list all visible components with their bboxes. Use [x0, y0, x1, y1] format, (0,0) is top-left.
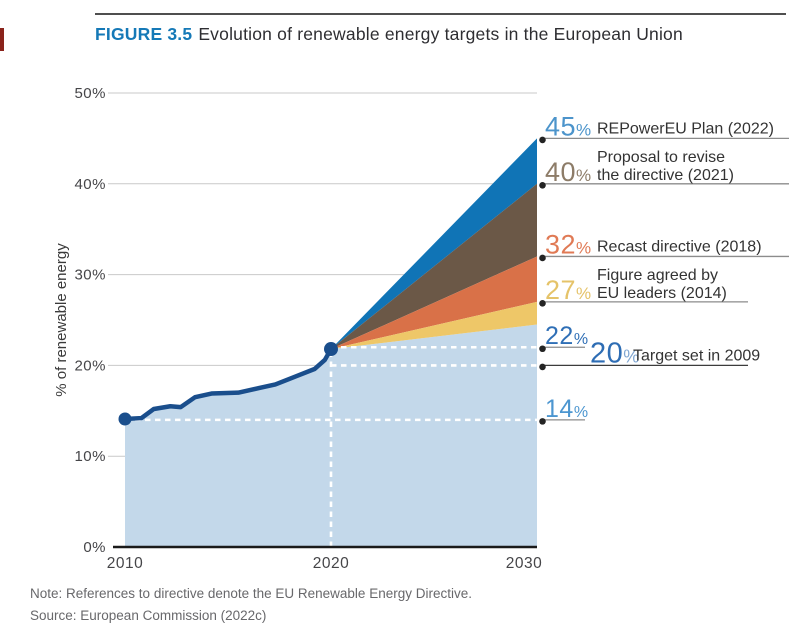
target-label-27-line2: EU leaders (2014) — [597, 285, 727, 302]
x-tick-2020: 2020 — [313, 555, 349, 572]
figure-title: Evolution of renewable energy targets in… — [198, 24, 683, 44]
target-label-40-line1: Proposal to revise — [597, 149, 725, 166]
target-value-14: 14% — [545, 395, 589, 423]
wedge-40 — [331, 183, 537, 350]
wedge-27 — [331, 301, 537, 350]
page-accent-mark — [0, 28, 4, 51]
figure-divider-rule — [95, 13, 786, 15]
target-value-45: 45% — [545, 111, 592, 141]
target-value-40: 40% — [545, 157, 592, 187]
target-label-45-line1: REPowerEU Plan (2022) — [597, 120, 774, 137]
figure-source: Source: European Commission (2022c) — [30, 607, 267, 623]
historical-end-dot — [324, 342, 338, 357]
target-dot-40 — [539, 182, 546, 189]
figure-notes: Note: References to directive denote the… — [30, 583, 472, 626]
figure-note: Note: References to directive denote the… — [30, 586, 472, 601]
y-tick-0: 0% — [83, 539, 106, 556]
target-dot-32 — [539, 254, 546, 262]
target-label-27-line1: Figure agreed by — [597, 267, 718, 284]
target-value-22: 22% — [545, 322, 589, 350]
target-label-40-line2: the directive (2021) — [597, 167, 734, 184]
target-dot-22 — [539, 345, 546, 353]
y-tick-10: 10% — [74, 448, 106, 465]
target-dot-45 — [539, 136, 546, 144]
y-tick-40: 40% — [74, 176, 106, 193]
y-axis-title: % of renewable energy — [53, 243, 70, 397]
y-tick-20: 20% — [74, 357, 106, 374]
target-dot-20 — [539, 363, 546, 371]
x-tick-2010: 2010 — [107, 555, 143, 572]
target-dot-27 — [539, 300, 546, 307]
target-label-20-line1: Target set in 2009 — [633, 347, 760, 364]
y-tick-50: 50% — [74, 85, 106, 102]
y-tick-30: 30% — [74, 267, 106, 284]
target-value-27: 27% — [545, 275, 592, 305]
figure-header: FIGURE 3.5 Evolution of renewable energy … — [95, 24, 795, 45]
historical-start-dot — [118, 412, 132, 426]
target-label-32-line1: Recast directive (2018) — [597, 238, 762, 255]
wedge-32 — [331, 256, 537, 350]
wedge-45 — [331, 138, 537, 350]
x-tick-2030: 2030 — [506, 555, 542, 572]
historical-line — [122, 346, 334, 422]
target-dot-14 — [539, 418, 546, 425]
target-value-32: 32% — [545, 229, 592, 259]
figure-number-label: FIGURE 3.5 — [95, 24, 193, 44]
